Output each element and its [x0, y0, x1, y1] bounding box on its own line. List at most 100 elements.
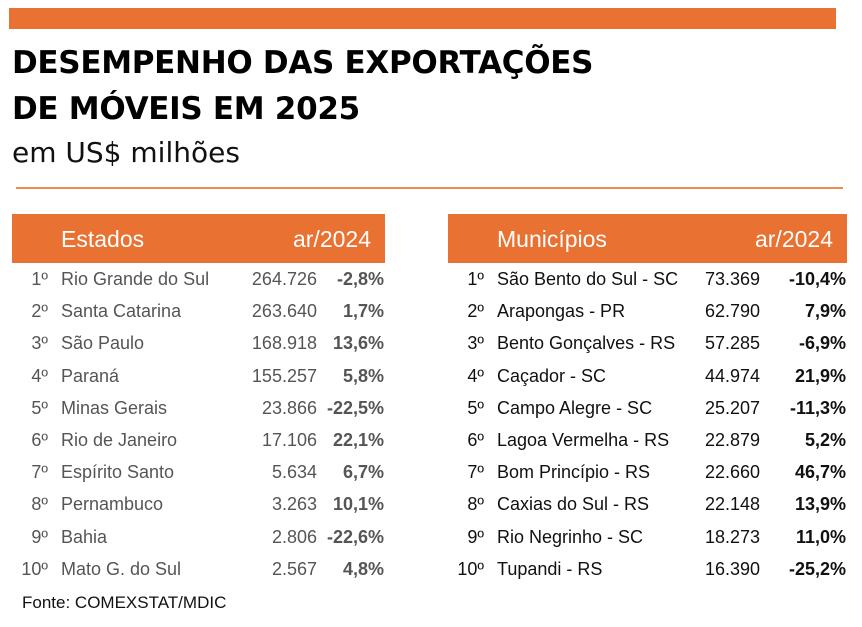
name-cell: Rio Grande do Sul: [61, 269, 210, 289]
change-cell: -11,3%: [789, 397, 846, 418]
change-cell: 13,6%: [332, 333, 384, 354]
name-cell: Tupandi - RS: [497, 558, 603, 579]
table-row: 2º Arapongas - PR 62.790 7,9%: [448, 295, 847, 327]
value-cell: 57.285: [704, 333, 760, 354]
municipalities-table-header: Municípios ar/2024: [448, 214, 847, 263]
change-cell: 1,7%: [342, 301, 384, 322]
table-row: 10º Tupandi - RS 16.390 -25,2%: [448, 553, 847, 585]
value-cell: 44.974: [704, 365, 760, 386]
change-cell: -22,6%: [326, 526, 384, 547]
value-cell: 263.640: [251, 301, 317, 322]
name-cell: Paraná: [61, 365, 120, 386]
rank-cell: 8º: [31, 494, 48, 515]
rank-cell: 5º: [467, 397, 484, 418]
change-cell: 11,0%: [795, 526, 846, 547]
value-cell: 2.567: [271, 558, 317, 579]
value-cell: 23.866: [261, 397, 317, 418]
rank-cell: 10º: [457, 558, 484, 579]
table-row: 9º Rio Negrinho - SC 18.273 11,0%: [448, 521, 847, 553]
change-cell: 10,1%: [332, 494, 384, 515]
name-cell: Rio Negrinho - SC: [497, 526, 644, 547]
value-cell: 264.726: [251, 269, 317, 289]
value-cell: 2.806: [271, 526, 317, 547]
value-cell: 22.660: [704, 462, 760, 483]
value-cell: 17.106: [261, 429, 317, 450]
value-cell: 168.918: [251, 333, 317, 354]
value-cell: 25.207: [704, 397, 760, 418]
subtitle: em US$ milhões: [12, 136, 240, 169]
name-cell: Lagoa Vermelha - RS: [497, 429, 670, 450]
table-row: 2º Santa Catarina 263.640 1,7%: [12, 295, 385, 327]
rank-cell: 1º: [467, 269, 484, 289]
rank-cell: 7º: [467, 462, 484, 483]
table-row: 8º Caxias do Sul - RS 22.148 13,9%: [448, 488, 847, 520]
name-cell: Rio de Janeiro: [61, 429, 178, 450]
change-cell: -22,5%: [326, 397, 384, 418]
name-cell: Bahia: [61, 526, 108, 547]
change-cell: 5,8%: [342, 365, 384, 386]
change-cell: 4,8%: [342, 558, 384, 579]
change-cell: 46,7%: [794, 462, 846, 483]
value-cell: 3.263: [271, 494, 317, 515]
name-cell: Bento Gonçalves - RS: [497, 333, 676, 354]
source-note: Fonte: COMEXSTAT/MDIC: [22, 593, 227, 612]
change-cell: 21,9%: [794, 365, 846, 386]
rank-cell: 4º: [467, 365, 484, 386]
rank-cell: 1º: [31, 269, 48, 289]
value-cell: 5.634: [271, 462, 317, 483]
municipalities-col-name: Municípios: [497, 226, 607, 252]
page-title: DESEMPENHO DAS EXPORTAÇÕES DE MÓVEIS EM …: [12, 40, 594, 132]
rank-cell: 2º: [467, 301, 484, 322]
table-row: 5º Minas Gerais 23.866 -22,5%: [12, 392, 385, 424]
table-row: 10º Mato G. do Sul 2.567 4,8%: [12, 553, 385, 585]
table-row: 3º São Paulo 168.918 13,6%: [12, 327, 385, 359]
states-col-change: ar/2024: [292, 226, 371, 252]
name-cell: Campo Alegre - SC: [497, 397, 653, 418]
name-cell: Arapongas - PR: [497, 301, 626, 322]
rank-cell: 9º: [31, 526, 48, 547]
name-cell: Caxias do Sul - RS: [497, 494, 650, 515]
name-cell: Bom Princípio - RS: [497, 462, 651, 483]
value-cell: 16.390: [704, 558, 760, 579]
table-row: 7º Bom Princípio - RS 22.660 46,7%: [448, 456, 847, 488]
change-cell: 7,9%: [804, 301, 846, 322]
municipalities-table: Municípios ar/2024 1º São Bento do Sul - …: [448, 214, 847, 585]
states-col-name: Estados: [61, 226, 145, 252]
rank-cell: 6º: [467, 429, 484, 450]
name-cell: São Paulo: [61, 333, 145, 354]
rank-cell: 9º: [467, 526, 484, 547]
rank-cell: 6º: [31, 429, 48, 450]
states-table-header: Estados ar/2024: [12, 214, 385, 263]
divider: [16, 187, 843, 189]
table-row: 1º São Bento do Sul - SC 73.369 -10,4%: [448, 263, 847, 295]
table-row: 3º Bento Gonçalves - RS 57.285 -6,9%: [448, 327, 847, 359]
title-line-2: DE MÓVEIS EM 2025: [12, 91, 360, 127]
name-cell: Santa Catarina: [61, 301, 182, 322]
name-cell: Caçador - SC: [497, 365, 607, 386]
table-row: 9º Bahia 2.806 -22,6%: [12, 521, 385, 553]
change-cell: 22,1%: [332, 429, 384, 450]
rank-cell: 5º: [31, 397, 48, 418]
top-accent-bar: [9, 8, 836, 29]
table-row: 1º Rio Grande do Sul 264.726 -2,8%: [12, 263, 385, 295]
change-cell: 13,9%: [794, 494, 846, 515]
table-row: 7º Espírito Santo 5.634 6,7%: [12, 456, 385, 488]
municipalities-col-change: ar/2024: [754, 226, 833, 252]
name-cell: Mato G. do Sul: [61, 558, 182, 579]
change-cell: -25,2%: [788, 558, 846, 579]
rank-cell: 8º: [467, 494, 484, 515]
table-row: 4º Paraná 155.257 5,8%: [12, 360, 385, 392]
value-cell: 155.257: [251, 365, 317, 386]
table-row: 6º Lagoa Vermelha - RS 22.879 5,2%: [448, 424, 847, 456]
value-cell: 73.369: [704, 269, 760, 289]
change-cell: 6,7%: [342, 462, 384, 483]
value-cell: 22.879: [704, 429, 760, 450]
rank-cell: 7º: [31, 462, 48, 483]
table-row: 5º Campo Alegre - SC 25.207 -11,3%: [448, 392, 847, 424]
table-row: 4º Caçador - SC 44.974 21,9%: [448, 360, 847, 392]
change-cell: 5,2%: [804, 429, 846, 450]
states-table-body: 1º Rio Grande do Sul 264.726 -2,8% 2º Santa C…: [12, 263, 385, 585]
name-cell: Minas Gerais: [61, 397, 168, 418]
change-cell: -2,8%: [336, 269, 384, 289]
states-table: Estados ar/2024 1º Rio Grande do Sul 264.7…: [12, 214, 385, 585]
